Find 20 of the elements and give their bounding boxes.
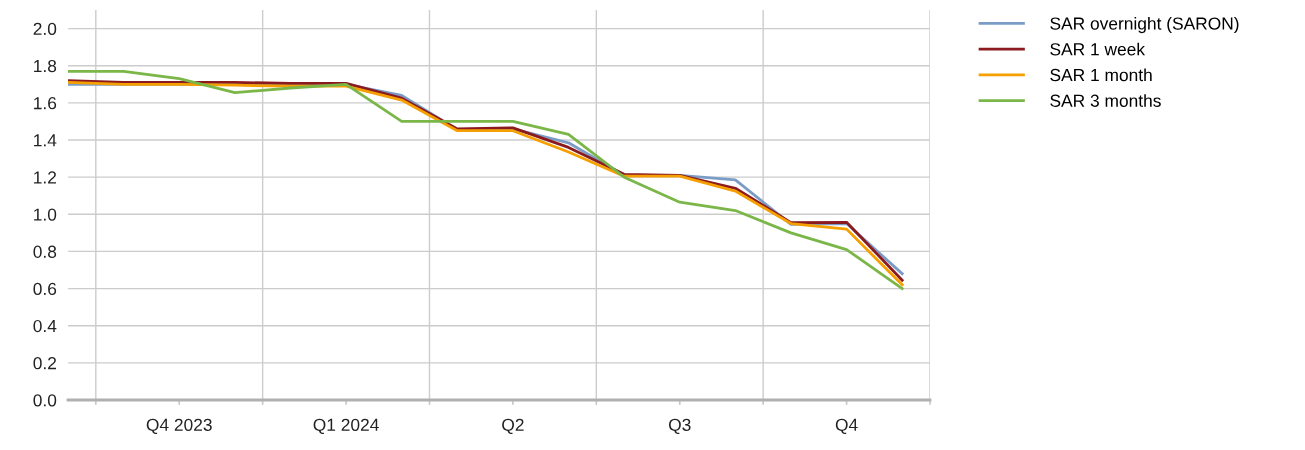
- y-tick-label: 2.0: [33, 22, 57, 36]
- x-tick-label: Q1 2024: [313, 418, 379, 435]
- y-tick-label: 0.8: [33, 245, 57, 258]
- y-tick-label: 1.8: [34, 59, 57, 73]
- legend-label: SAR 3 months: [1050, 94, 1161, 107]
- x-tick-label: Q2: [502, 418, 524, 435]
- y-tick-label: 1.2: [34, 171, 57, 184]
- legend-label: SAR overnight (SARON): [1050, 16, 1239, 34]
- x-tick-label: Q4 2023: [146, 418, 212, 435]
- y-tick-label: 0.4: [33, 319, 57, 333]
- legend-label: SAR 1 week: [1050, 42, 1146, 56]
- x-tick-label: Q4: [835, 418, 858, 435]
- x-tick-label: Q3: [668, 418, 691, 435]
- y-tick-label: 1.0: [34, 208, 57, 221]
- y-tick-label: 1.4: [34, 134, 57, 147]
- y-tick-label: 1.6: [34, 97, 57, 110]
- y-tick-label: 0.2: [33, 357, 57, 370]
- y-tick-label: 0.6: [33, 282, 57, 296]
- y-tick-label: 0.0: [33, 394, 57, 407]
- legend-label: SAR 1 month: [1050, 68, 1152, 82]
